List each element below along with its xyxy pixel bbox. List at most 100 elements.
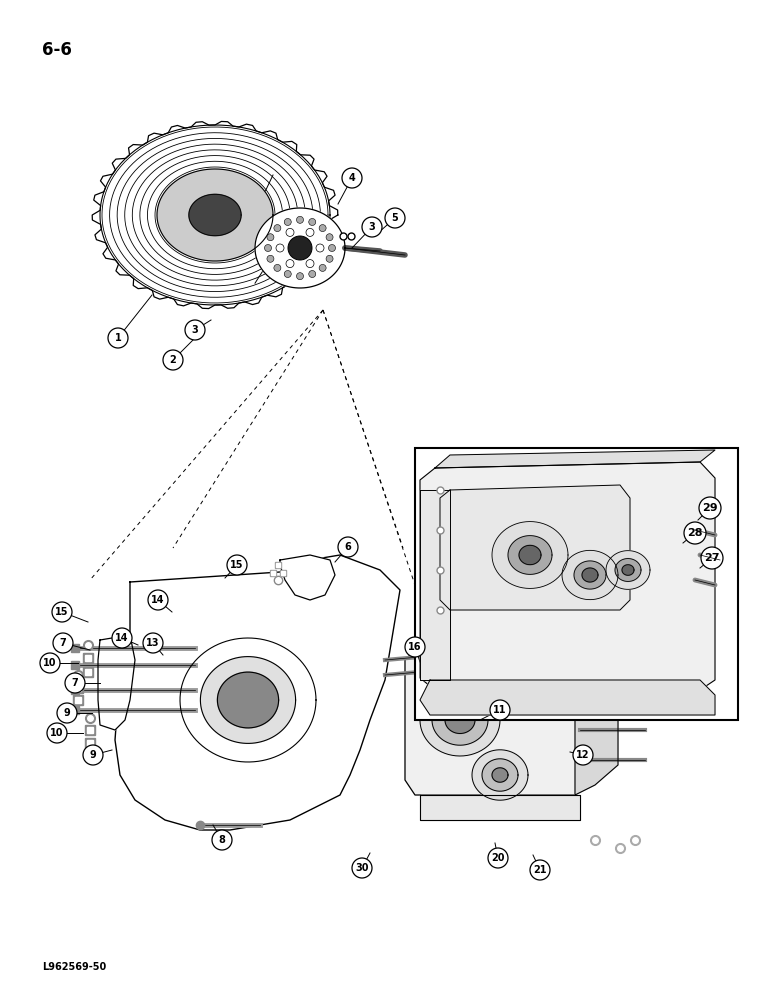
Bar <box>415 448 738 720</box>
Text: 4: 4 <box>349 173 355 183</box>
Polygon shape <box>574 561 606 589</box>
Text: 3: 3 <box>368 222 375 232</box>
Circle shape <box>274 225 281 232</box>
Polygon shape <box>415 620 595 650</box>
Circle shape <box>143 633 163 653</box>
Circle shape <box>83 745 103 765</box>
Text: 7: 7 <box>59 638 66 648</box>
Polygon shape <box>420 462 715 690</box>
Circle shape <box>276 244 284 252</box>
Polygon shape <box>606 551 650 589</box>
Polygon shape <box>98 635 135 730</box>
Circle shape <box>267 255 274 262</box>
Circle shape <box>385 208 405 228</box>
Text: 28: 28 <box>687 528 703 538</box>
Text: 15: 15 <box>230 560 244 570</box>
Circle shape <box>265 244 272 251</box>
Polygon shape <box>445 707 475 733</box>
Text: 6-6: 6-6 <box>42 41 72 59</box>
Polygon shape <box>575 620 618 795</box>
Circle shape <box>57 703 77 723</box>
Circle shape <box>284 271 291 278</box>
Text: 5: 5 <box>391 213 398 223</box>
Circle shape <box>296 273 303 280</box>
Circle shape <box>185 320 205 340</box>
Polygon shape <box>622 565 634 575</box>
Polygon shape <box>420 680 715 715</box>
Circle shape <box>286 228 294 236</box>
Circle shape <box>296 216 303 223</box>
Circle shape <box>47 723 67 743</box>
Circle shape <box>163 350 183 370</box>
Circle shape <box>112 628 132 648</box>
Circle shape <box>306 228 314 236</box>
Text: L962569-50: L962569-50 <box>42 962 107 972</box>
Circle shape <box>53 633 73 653</box>
Circle shape <box>267 234 274 241</box>
Circle shape <box>65 673 85 693</box>
Text: 10: 10 <box>50 728 64 738</box>
Polygon shape <box>492 768 508 782</box>
Circle shape <box>352 858 372 878</box>
Text: 2: 2 <box>170 355 176 365</box>
Polygon shape <box>508 536 552 574</box>
Polygon shape <box>615 559 641 581</box>
Polygon shape <box>255 208 345 288</box>
Polygon shape <box>482 759 518 791</box>
Circle shape <box>108 328 128 348</box>
Text: 6: 6 <box>344 542 351 552</box>
Text: 3: 3 <box>191 325 198 335</box>
Circle shape <box>684 522 706 544</box>
Polygon shape <box>472 750 528 800</box>
Circle shape <box>274 264 281 271</box>
Polygon shape <box>157 169 273 261</box>
Text: 9: 9 <box>90 750 96 760</box>
Circle shape <box>701 547 723 569</box>
Polygon shape <box>435 450 715 468</box>
Polygon shape <box>218 672 279 728</box>
Polygon shape <box>405 640 595 795</box>
Circle shape <box>316 244 324 252</box>
Circle shape <box>212 830 232 850</box>
Polygon shape <box>440 485 630 610</box>
Circle shape <box>362 217 382 237</box>
Circle shape <box>288 236 312 260</box>
Text: 15: 15 <box>56 607 69 617</box>
Polygon shape <box>432 695 488 745</box>
Text: 11: 11 <box>493 705 506 715</box>
Circle shape <box>286 260 294 268</box>
Text: 20: 20 <box>491 853 505 863</box>
Circle shape <box>488 848 508 868</box>
Text: 14: 14 <box>151 595 164 605</box>
Polygon shape <box>492 522 568 588</box>
Polygon shape <box>582 568 598 582</box>
Circle shape <box>319 264 326 271</box>
Text: 21: 21 <box>533 865 547 875</box>
Polygon shape <box>280 555 335 600</box>
Polygon shape <box>519 545 541 565</box>
Text: 8: 8 <box>218 835 225 845</box>
Circle shape <box>227 555 247 575</box>
Text: 27: 27 <box>704 553 720 563</box>
Polygon shape <box>189 194 241 236</box>
Polygon shape <box>562 550 618 600</box>
Polygon shape <box>420 684 500 756</box>
Polygon shape <box>100 125 330 305</box>
Text: 14: 14 <box>115 633 129 643</box>
Circle shape <box>490 700 510 720</box>
Text: 7: 7 <box>72 678 79 688</box>
Circle shape <box>699 497 721 519</box>
Circle shape <box>326 255 333 262</box>
Text: 9: 9 <box>63 708 70 718</box>
Polygon shape <box>420 490 450 680</box>
Circle shape <box>309 271 316 278</box>
Circle shape <box>573 745 593 765</box>
Circle shape <box>326 234 333 241</box>
Circle shape <box>338 537 358 557</box>
Polygon shape <box>180 638 316 762</box>
Circle shape <box>329 244 336 251</box>
Circle shape <box>342 168 362 188</box>
Text: 30: 30 <box>355 863 369 873</box>
Circle shape <box>319 225 326 232</box>
Polygon shape <box>115 555 400 830</box>
